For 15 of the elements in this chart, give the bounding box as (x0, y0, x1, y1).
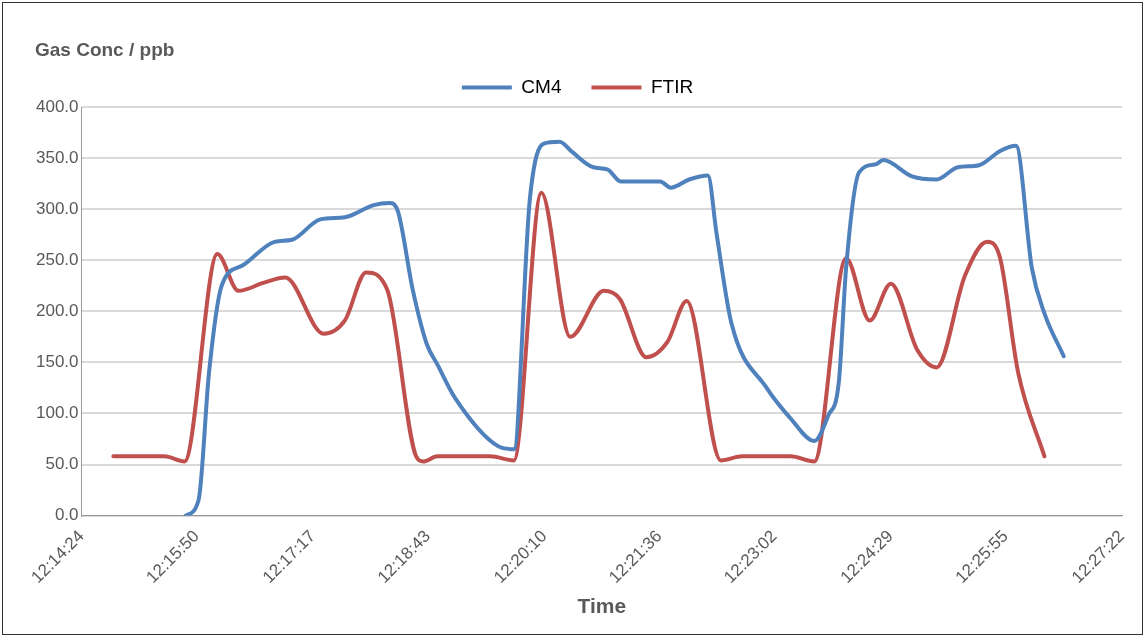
y-axis-title: Gas Conc / ppb (35, 39, 175, 61)
y-tick-label: 100.0 (35, 403, 79, 423)
y-tick-label: 50.0 (45, 454, 79, 474)
x-axis-title: Time (577, 594, 627, 618)
y-tick-label: 0.0 (54, 505, 79, 525)
legend-label: FTIR (650, 75, 694, 97)
y-tick-label: 250.0 (35, 249, 79, 269)
y-tick-label: 150.0 (35, 352, 79, 372)
line-series (111, 190, 1047, 464)
y-tick-label: 350.0 (35, 147, 79, 167)
y-tick-label: 200.0 (35, 300, 79, 320)
line-series (183, 139, 1066, 516)
y-tick-label: 300.0 (35, 198, 79, 218)
y-tick-label: 400.0 (35, 96, 79, 116)
legend-label: CM4 (521, 75, 562, 97)
